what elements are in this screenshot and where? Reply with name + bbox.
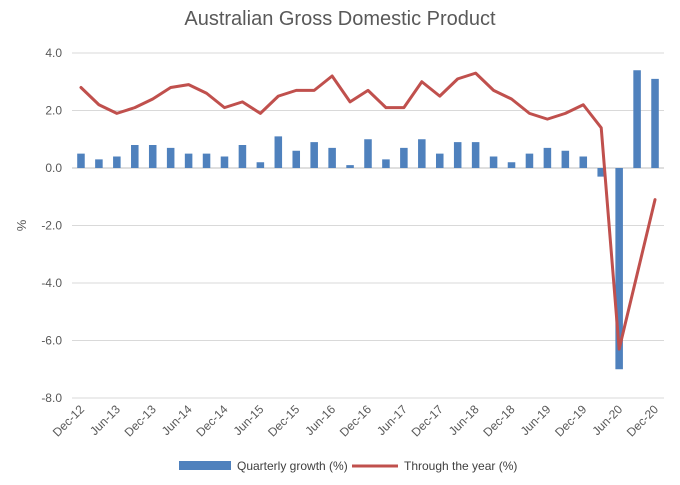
bar-quarterly-growth — [615, 168, 623, 370]
bar-quarterly-growth — [202, 153, 211, 168]
bar-quarterly-growth — [274, 136, 283, 168]
x-tick-label: Jun-20 — [589, 402, 625, 438]
x-tick-label: Jun-17 — [374, 402, 410, 438]
x-tick-label: Dec-13 — [122, 402, 159, 439]
x-tick-label: Jun-14 — [159, 402, 195, 438]
bar-quarterly-growth — [328, 147, 336, 168]
bar-quarterly-growth — [346, 165, 354, 168]
legend-label-quarterly-growth: Quarterly growth (%) — [237, 459, 348, 473]
bar-quarterly-growth — [651, 78, 659, 168]
y-axis-title: % — [14, 219, 29, 231]
x-tick-label: Dec-20 — [624, 402, 661, 439]
bar-quarterly-growth — [471, 142, 480, 168]
chart-title: Australian Gross Domestic Product — [184, 8, 496, 30]
bar-quarterly-growth — [220, 156, 229, 168]
bar-quarterly-growth — [238, 145, 247, 168]
y-tick-label: -8.0 — [41, 391, 62, 405]
bar-quarterly-growth — [489, 156, 498, 168]
bar-quarterly-growth — [77, 153, 85, 168]
bar-quarterly-growth — [579, 156, 588, 168]
x-tick-label: Dec-14 — [193, 402, 230, 439]
x-tick-label: Dec-12 — [50, 402, 87, 439]
bar-quarterly-growth — [561, 150, 570, 168]
x-tick-label: Jun-16 — [302, 402, 338, 438]
line-through-the-year — [79, 71, 657, 351]
bar-quarterly-growth — [256, 162, 265, 168]
bar-quarterly-growth — [95, 159, 103, 168]
x-tick-label: Dec-16 — [337, 402, 374, 439]
bar-quarterly-growth — [400, 147, 408, 168]
bar-quarterly-growth — [131, 145, 139, 168]
bar-quarterly-growth — [364, 139, 372, 168]
legend-label-through-the-year: Through the year (%) — [404, 459, 517, 473]
bar-quarterly-growth — [148, 145, 157, 168]
bar-quarterly-growth — [418, 139, 426, 168]
y-tick-label: -2.0 — [41, 219, 62, 233]
y-tick-label: 0.0 — [45, 161, 62, 175]
bar-quarterly-growth — [310, 142, 318, 168]
bar-quarterly-growth — [382, 159, 390, 168]
bar-quarterly-growth — [113, 156, 121, 168]
x-tick-label: Jun-13 — [87, 402, 123, 438]
x-tick-label: Dec-18 — [480, 402, 517, 439]
x-tick-label: Jun-19 — [518, 402, 554, 438]
bar-quarterly-growth — [166, 147, 175, 168]
bar-quarterly-growth — [292, 150, 301, 168]
y-tick-label: 4.0 — [45, 46, 62, 60]
bar-quarterly-growth — [507, 162, 516, 168]
x-tick-label: Jun-18 — [446, 402, 482, 438]
bar-quarterly-growth — [184, 153, 193, 168]
bar-quarterly-growth — [453, 142, 462, 168]
bar-quarterly-growth — [435, 153, 444, 168]
y-tick-label: 2.0 — [45, 104, 62, 118]
x-tick-label: Dec-17 — [409, 402, 446, 439]
x-tick-label: Dec-15 — [265, 402, 302, 439]
bar-quarterly-growth — [525, 153, 534, 168]
bar-quarterly-growth — [597, 168, 605, 177]
y-tick-label: -4.0 — [41, 276, 62, 290]
legend-swatch-quarterly-growth — [179, 461, 231, 470]
bar-quarterly-growth — [633, 70, 641, 168]
x-tick-label: Dec-19 — [552, 402, 589, 439]
bar-quarterly-growth — [543, 147, 552, 168]
y-tick-label: -6.0 — [41, 334, 62, 348]
x-tick-label: Jun-15 — [231, 402, 267, 438]
